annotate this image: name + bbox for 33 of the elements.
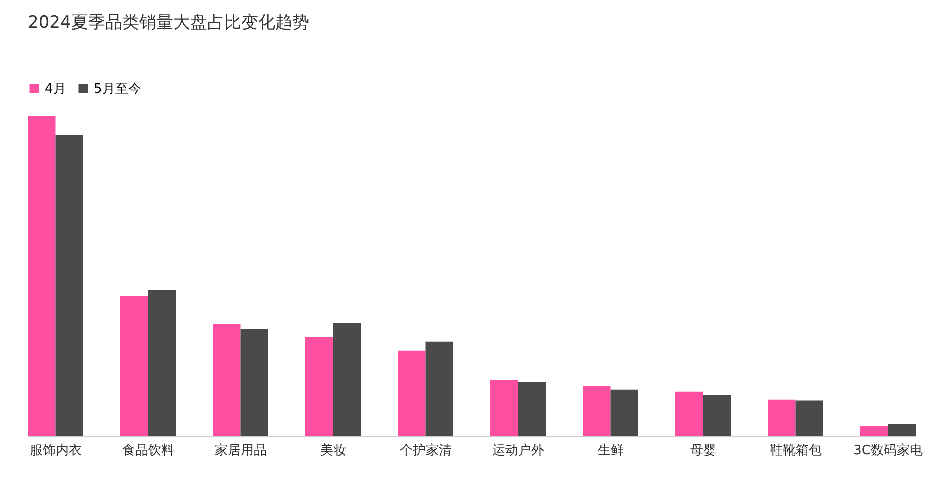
bar xyxy=(56,136,84,436)
x-tick-label: 运动户外 xyxy=(492,444,544,458)
bar xyxy=(148,290,176,436)
bar xyxy=(796,400,824,436)
bar xyxy=(676,392,704,436)
bar xyxy=(610,390,638,436)
bar xyxy=(703,395,731,436)
x-tick-label: 家居用品 xyxy=(214,442,267,458)
bar xyxy=(490,380,518,436)
x-tick-label: 3C数码家电 xyxy=(854,442,923,458)
bar xyxy=(28,116,56,436)
chart-title: 2024夏季品类销量大盘占比变化趋势 xyxy=(28,13,310,33)
bar xyxy=(768,400,796,436)
bar xyxy=(213,324,241,436)
bar xyxy=(583,386,611,436)
bar xyxy=(426,342,454,436)
bar xyxy=(518,382,546,436)
bar xyxy=(333,323,361,436)
bar xyxy=(120,296,148,436)
x-tick-label: 服饰内衣 xyxy=(30,444,82,458)
bar xyxy=(306,337,334,436)
x-tick-label: 个护家清 xyxy=(400,442,452,458)
bar xyxy=(860,426,888,436)
bar xyxy=(240,329,268,436)
x-tick-label: 生鲜 xyxy=(598,444,624,458)
x-tick-label: 食品饮料 xyxy=(122,444,174,458)
legend-label: 4月 xyxy=(45,82,66,97)
bar xyxy=(888,424,916,436)
x-tick-label: 美妆 xyxy=(320,442,346,458)
x-tick-label: 鞋靴箱包 xyxy=(770,444,822,458)
x-tick-label: 母婴 xyxy=(690,444,716,458)
legend-label: 5月至今 xyxy=(94,82,142,97)
bar xyxy=(398,350,426,436)
